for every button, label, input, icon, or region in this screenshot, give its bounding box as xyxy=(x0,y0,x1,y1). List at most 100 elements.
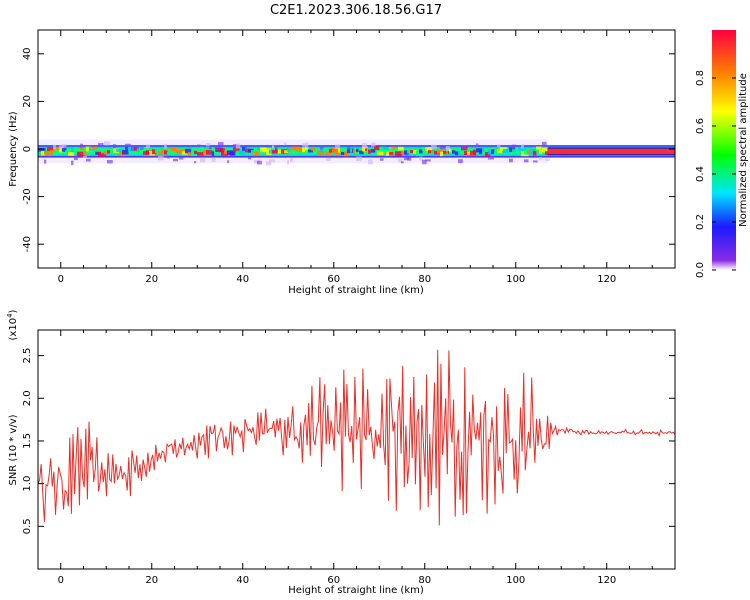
spectrogram-cell xyxy=(389,151,394,156)
snr-multiplier-exp: 4 xyxy=(6,313,14,318)
spectrogram-cell xyxy=(335,144,341,149)
spectrogram-cell xyxy=(485,152,491,157)
spectrogram-cell xyxy=(422,147,425,151)
spectrogram-cell xyxy=(356,148,359,152)
spectrogram-cell xyxy=(248,148,254,153)
snr-y-axis-label: SNR (10 * v/v) xyxy=(8,414,19,485)
spectrogram-cell xyxy=(359,150,364,155)
spectrogram-cell xyxy=(425,159,431,162)
spectrogram-cell xyxy=(341,151,347,155)
spectrogram-cell xyxy=(215,146,221,151)
spectrogram-cell xyxy=(218,148,225,153)
spectrogram-cell xyxy=(167,155,170,159)
spectrogram-cell xyxy=(287,147,291,152)
spectrogram-cell xyxy=(419,149,423,154)
spectrogram-cell xyxy=(476,143,479,147)
spectrogram-cell xyxy=(359,145,362,148)
spectrogram-cell xyxy=(425,147,433,152)
spectrogram-cell xyxy=(473,149,476,154)
spectrogram-cell xyxy=(293,146,300,150)
spectrogram-cell xyxy=(515,146,519,151)
spectrogram-cell xyxy=(188,151,191,156)
spectrogram-cell xyxy=(245,146,248,150)
spectrogram-y-tick-label: 20 xyxy=(22,95,33,108)
spectrogram-cell xyxy=(347,146,351,151)
spectrogram-cell xyxy=(305,150,311,154)
spectrogram-cell xyxy=(401,151,406,155)
spectrogram-cell xyxy=(410,149,414,154)
spectrogram-cell xyxy=(110,150,113,155)
spectrogram-cell xyxy=(368,149,371,154)
spectrogram-heatmap xyxy=(38,139,675,166)
spectrogram-cell xyxy=(404,150,409,155)
spectrogram-cell xyxy=(545,158,550,161)
spectrogram-cell xyxy=(53,144,57,150)
snr-x-axis-label: Height of straight line (km) xyxy=(288,585,424,596)
spectrogram-cell xyxy=(512,144,516,150)
spectrogram-cell xyxy=(131,145,137,151)
spectrogram-cell xyxy=(314,151,317,155)
spectrogram-cell xyxy=(380,158,384,161)
spectrogram-cell xyxy=(284,142,287,146)
spectrogram-cell xyxy=(509,158,513,163)
spectrogram-cell xyxy=(113,144,116,149)
spectrogram-cell xyxy=(377,151,384,156)
spectrogram-ticks: 0 20 40 60 80 100 120 40 20 0 -20 -40 xyxy=(22,30,676,285)
spectrogram-panel: 0 20 40 60 80 100 120 40 20 0 -20 -40 Height of str… xyxy=(8,29,676,296)
spectrogram-cell xyxy=(116,148,122,153)
spectrogram-cell xyxy=(140,146,148,151)
spectrogram-cell xyxy=(71,160,74,166)
spectrogram-cell xyxy=(524,159,529,163)
figure-title: C2E1.2023.306.18.56.G17 xyxy=(270,3,442,18)
spectrogram-cell xyxy=(371,149,376,153)
snr-y-tick-label: 1.5 xyxy=(22,433,33,449)
spectrogram-y-tick-label: -40 xyxy=(22,236,33,252)
spectrogram-cell xyxy=(542,141,547,147)
spectrogram-cell xyxy=(371,142,376,147)
spectrogram-cell xyxy=(92,146,97,150)
spectrogram-cell xyxy=(530,148,536,154)
spectrogram-cell xyxy=(404,155,410,161)
spectrogram-cell xyxy=(167,151,174,155)
snr-multiplier-label: (x104) xyxy=(6,309,19,340)
spectrogram-cell xyxy=(194,150,198,155)
spectrogram-cell xyxy=(272,144,275,149)
spectrogram-cell xyxy=(275,148,278,153)
snr-y-tick-label: 1.0 xyxy=(22,476,33,492)
spectrogram-cell xyxy=(278,149,284,154)
spectrogram-cell xyxy=(284,150,289,154)
spectrogram-cell xyxy=(155,148,158,154)
spectrogram-cell xyxy=(218,142,224,147)
spectrogram-cell xyxy=(446,146,450,151)
spectrogram-cell xyxy=(239,149,245,155)
spectrogram-y-tick-label: 0 xyxy=(22,146,33,152)
spectrogram-cell xyxy=(62,144,67,147)
spectrogram-cell xyxy=(230,151,236,156)
spectrogram-cell xyxy=(86,158,91,162)
spectrogram-cell xyxy=(440,151,444,157)
spectrogram-cell xyxy=(164,150,168,155)
spectrogram-cell xyxy=(104,141,110,146)
spectrogram-cell xyxy=(305,142,309,148)
spectrogram-cell xyxy=(503,148,509,154)
spectrogram-cell xyxy=(488,156,494,160)
colorbar-tick-label: 0.2 xyxy=(695,214,706,230)
colorbar-label: Normalized spectral amplitude xyxy=(738,73,749,227)
spectrogram-cell xyxy=(200,146,204,150)
spectrogram-cell xyxy=(80,143,83,148)
spectrogram-cell xyxy=(536,146,542,150)
spectrogram-cell xyxy=(236,150,240,156)
spectrogram-cell xyxy=(233,147,240,152)
spectrogram-cell xyxy=(512,149,520,154)
spectrogram-x-axis-label: Height of straight line (km) xyxy=(288,285,424,296)
spectrogram-cell xyxy=(269,159,275,163)
spectrogram-cell xyxy=(77,151,85,157)
spectrogram-cell xyxy=(407,155,412,161)
spectrogram-cell xyxy=(311,147,316,151)
colorbar-gradient xyxy=(712,30,736,270)
spectrogram-cell xyxy=(206,150,213,155)
spectrogram-cell xyxy=(173,158,179,162)
spectrogram-cell xyxy=(200,158,206,163)
spectrogram-cell xyxy=(125,146,128,151)
